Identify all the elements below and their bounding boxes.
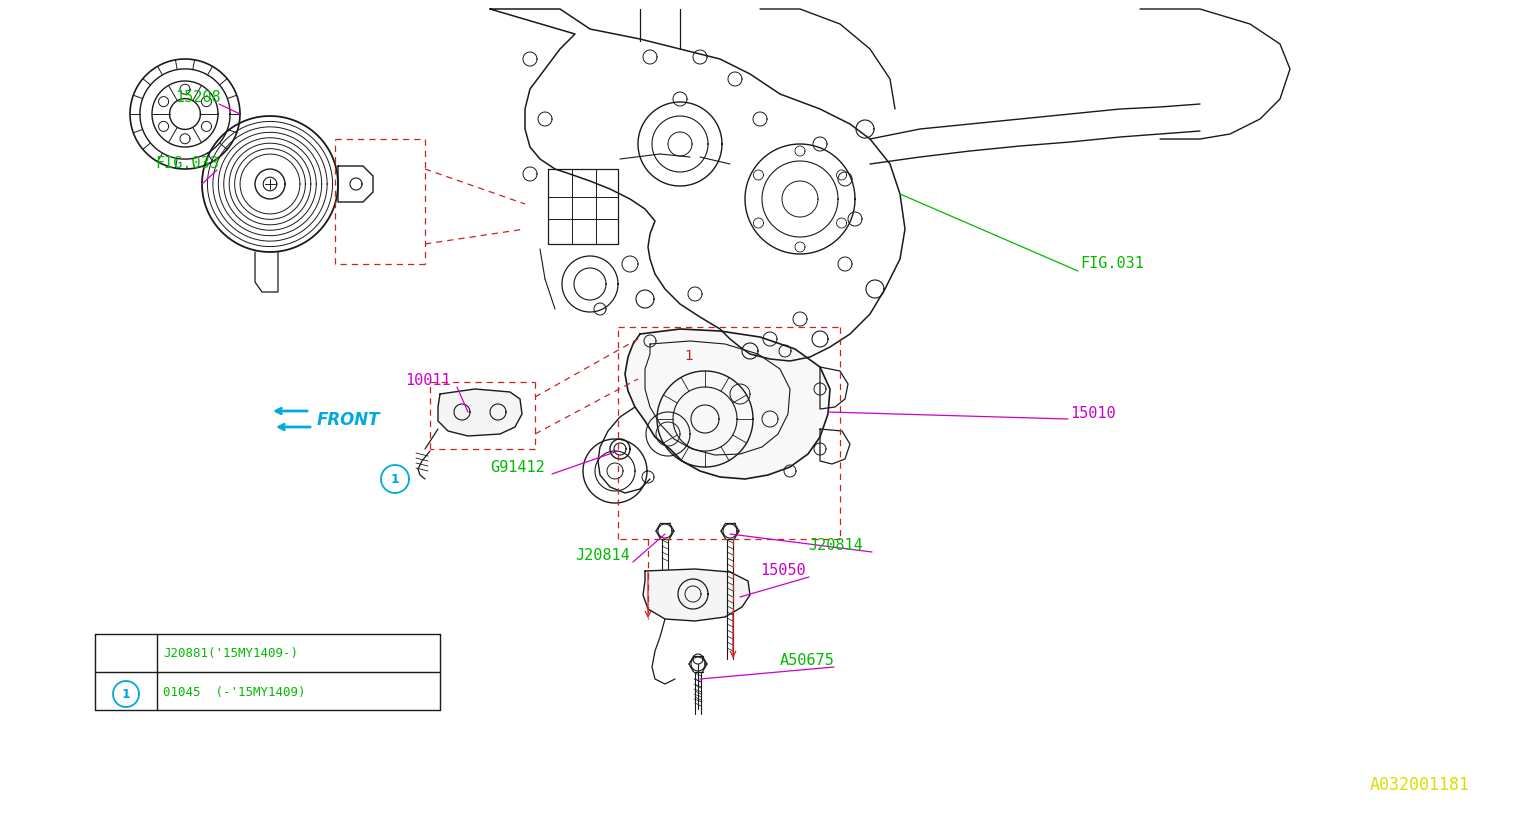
Polygon shape — [643, 569, 751, 621]
Text: 15010: 15010 — [1070, 405, 1115, 420]
Text: 01045  (-'15MY1409): 01045 (-'15MY1409) — [163, 686, 306, 699]
Polygon shape — [112, 681, 138, 707]
Text: G91412: G91412 — [491, 460, 544, 475]
Text: J20814: J20814 — [807, 538, 863, 552]
Text: 1: 1 — [684, 349, 694, 362]
Text: FRONT: FRONT — [317, 410, 380, 428]
Text: 15208: 15208 — [175, 90, 220, 105]
Text: J20814: J20814 — [575, 547, 629, 562]
Text: 1: 1 — [391, 473, 400, 486]
Text: A50675: A50675 — [780, 653, 835, 667]
Polygon shape — [438, 390, 521, 437]
Text: FIG.031: FIG.031 — [1080, 256, 1144, 270]
Text: 15050: 15050 — [760, 562, 806, 577]
Text: J20881('15MY1409-): J20881('15MY1409-) — [163, 647, 298, 660]
Polygon shape — [624, 330, 831, 480]
Polygon shape — [381, 466, 409, 494]
Text: A032001181: A032001181 — [1370, 775, 1470, 793]
Text: 10011: 10011 — [404, 372, 451, 388]
Text: FIG.033: FIG.033 — [155, 155, 218, 171]
Text: 1: 1 — [122, 688, 131, 700]
